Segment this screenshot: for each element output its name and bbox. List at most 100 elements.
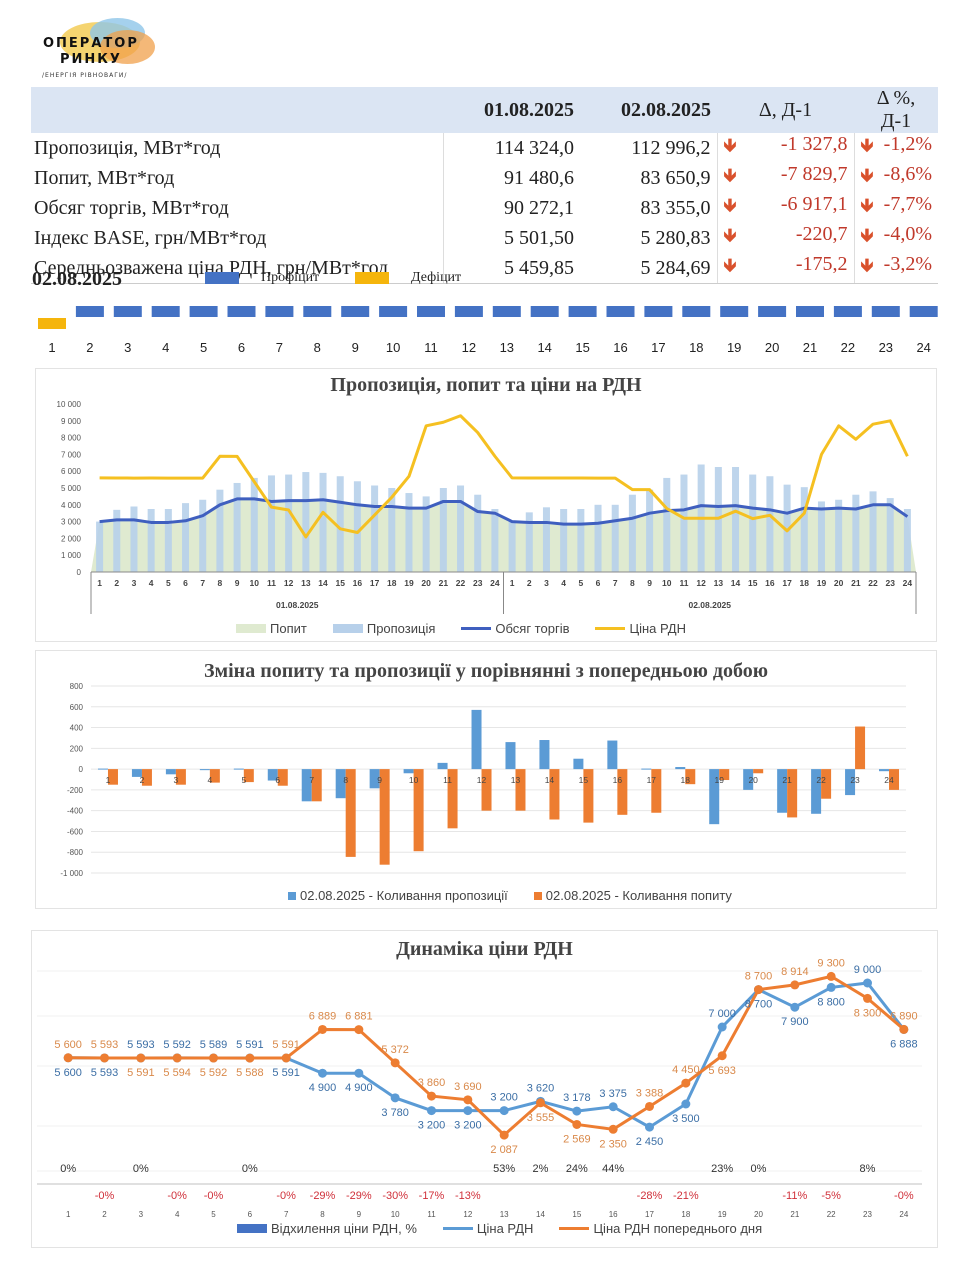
price-marker	[463, 1106, 473, 1116]
x-tick-label: 22	[827, 1210, 836, 1219]
hour-label: 14	[537, 340, 551, 355]
deviation-label: -29%	[346, 1190, 372, 1202]
x-tick-label: 8	[630, 578, 635, 588]
x-tick-label: 13	[500, 1210, 509, 1219]
demand-change-bar	[515, 769, 526, 811]
chart1-plot: 0 1 000 2 000 3 000 4 000 5 000 6 000 7 000 8 00…	[57, 400, 917, 614]
surplus-hour-block	[909, 306, 938, 317]
x-tick-label: 8	[218, 578, 223, 588]
surplus-hour-block	[341, 306, 370, 317]
surplus-hour-block	[75, 306, 104, 317]
down-arrow-icon: 🡻	[723, 225, 737, 246]
demand-change-bar	[209, 769, 220, 783]
supply-bar	[216, 489, 224, 572]
price-line	[99, 414, 909, 539]
supply-bar	[491, 509, 499, 572]
balance-date: 02.08.2025	[32, 268, 122, 290]
x-tick-label: 4	[561, 578, 566, 588]
demand-change-bar	[855, 726, 866, 770]
deviation-label: -21%	[673, 1190, 699, 1202]
demand-change-bar	[821, 769, 832, 799]
legend-supply: Пропозиція	[332, 621, 435, 636]
y-tick-label: 5 000	[61, 484, 82, 493]
down-arrow-icon: 🡻	[860, 225, 874, 246]
hour-label: 5	[200, 340, 207, 355]
price-marker	[427, 1106, 436, 1116]
down-arrow-icon: 🡻	[860, 255, 874, 276]
supply-bar	[766, 476, 774, 572]
supply-bar	[267, 475, 275, 572]
y-tick-label: 0	[79, 765, 84, 774]
prev-price-data-label: 5 593	[91, 1039, 119, 1051]
x-tick-label: 21	[851, 578, 861, 588]
surplus-hour-block	[265, 306, 294, 317]
chart1-title: Пропозиція, попит та ціни на РДН	[330, 374, 642, 396]
x-tick-label: 11	[267, 578, 276, 588]
supply-bar	[869, 491, 877, 572]
x-tick-label: 2	[114, 578, 119, 588]
x-tick-label: 14	[545, 775, 555, 785]
down-arrow-icon: 🡻	[723, 165, 737, 186]
surplus-hour-block	[682, 306, 711, 317]
down-arrow-icon: 🡻	[723, 255, 737, 276]
y-tick-label: -200	[67, 786, 84, 795]
supply-bar	[422, 496, 430, 572]
value-delta: 🡻 -175,2	[716, 253, 854, 284]
header-date1: 01.08.2025	[443, 87, 580, 133]
price-data-label: 5 591	[236, 1039, 264, 1051]
hour-label: 10	[386, 340, 400, 355]
price-data-label: 3 200	[418, 1120, 446, 1132]
prev-price-data-label: 3 555	[527, 1112, 555, 1124]
price-data-label: 3 178	[563, 1092, 591, 1104]
chart2-legend: 02.08.2025 - Коливання пропозиції 02.08.…	[288, 888, 732, 903]
x-tick-label: 18	[387, 578, 397, 588]
y-tick-label: 4 000	[61, 501, 82, 510]
prev-price-marker	[790, 980, 800, 990]
x-tick-label: 21	[439, 578, 449, 588]
legend-demand-change: 02.08.2025 - Коливання попиту	[533, 888, 732, 903]
y-tick-label: 0	[77, 568, 82, 577]
supply-demand-price-chart: Пропозиція, попит та ціни на РДН 0 1 000 2…	[35, 368, 937, 642]
y-tick-label: 9 000	[61, 417, 82, 426]
logo-tagline: /ЕНЕРГІЯ РІВНОВАГИ/	[42, 72, 128, 79]
value-date1: 90 272,1	[504, 196, 574, 219]
hour-label: 3	[124, 340, 131, 355]
price-data-label: 7 000	[708, 1008, 736, 1020]
x-tick-label: 1	[510, 578, 515, 588]
deviation-label: 53%	[493, 1163, 515, 1175]
x-tick-label: 9	[377, 775, 382, 785]
x-tick-label: 20	[748, 775, 758, 785]
supply-change-bar	[845, 769, 856, 796]
demand-change-bar	[617, 769, 628, 815]
price-data-label: 2 450	[636, 1136, 664, 1148]
deficit-hour-block	[38, 318, 66, 329]
price-data-label: 5 593	[127, 1039, 155, 1051]
prev-price-data-label: 2 087	[490, 1144, 518, 1156]
demand-change-bar	[311, 769, 322, 802]
demand-change-bar	[447, 769, 458, 829]
down-arrow-icon: 🡻	[723, 135, 737, 156]
prev-price-marker	[863, 993, 872, 1003]
supply-bar	[783, 484, 791, 572]
x-tick-label: 12	[696, 578, 706, 588]
supply-bar	[800, 487, 808, 572]
row-label: Пропозиція, МВт*год	[31, 133, 444, 163]
x-tick-label: 9	[647, 578, 652, 588]
demand-change-bar	[787, 769, 798, 818]
supply-bar	[508, 520, 516, 572]
surplus-hour-block	[417, 306, 445, 317]
x-tick-label: 11	[427, 1210, 436, 1219]
price-marker	[645, 1122, 654, 1132]
value-delta: 🡻 -7 829,7	[716, 163, 854, 193]
supply-bar	[646, 489, 654, 572]
price-data-label: 9 000	[854, 964, 882, 976]
surplus-hour-block	[644, 306, 673, 317]
x-tick-label: 19	[404, 578, 414, 588]
x-tick-label: 20	[834, 578, 844, 588]
price-data-label: 3 375	[599, 1088, 627, 1100]
prev-price-data-label: 5 372	[381, 1044, 409, 1056]
supply-bar	[886, 498, 894, 572]
supply-bar	[233, 482, 241, 572]
